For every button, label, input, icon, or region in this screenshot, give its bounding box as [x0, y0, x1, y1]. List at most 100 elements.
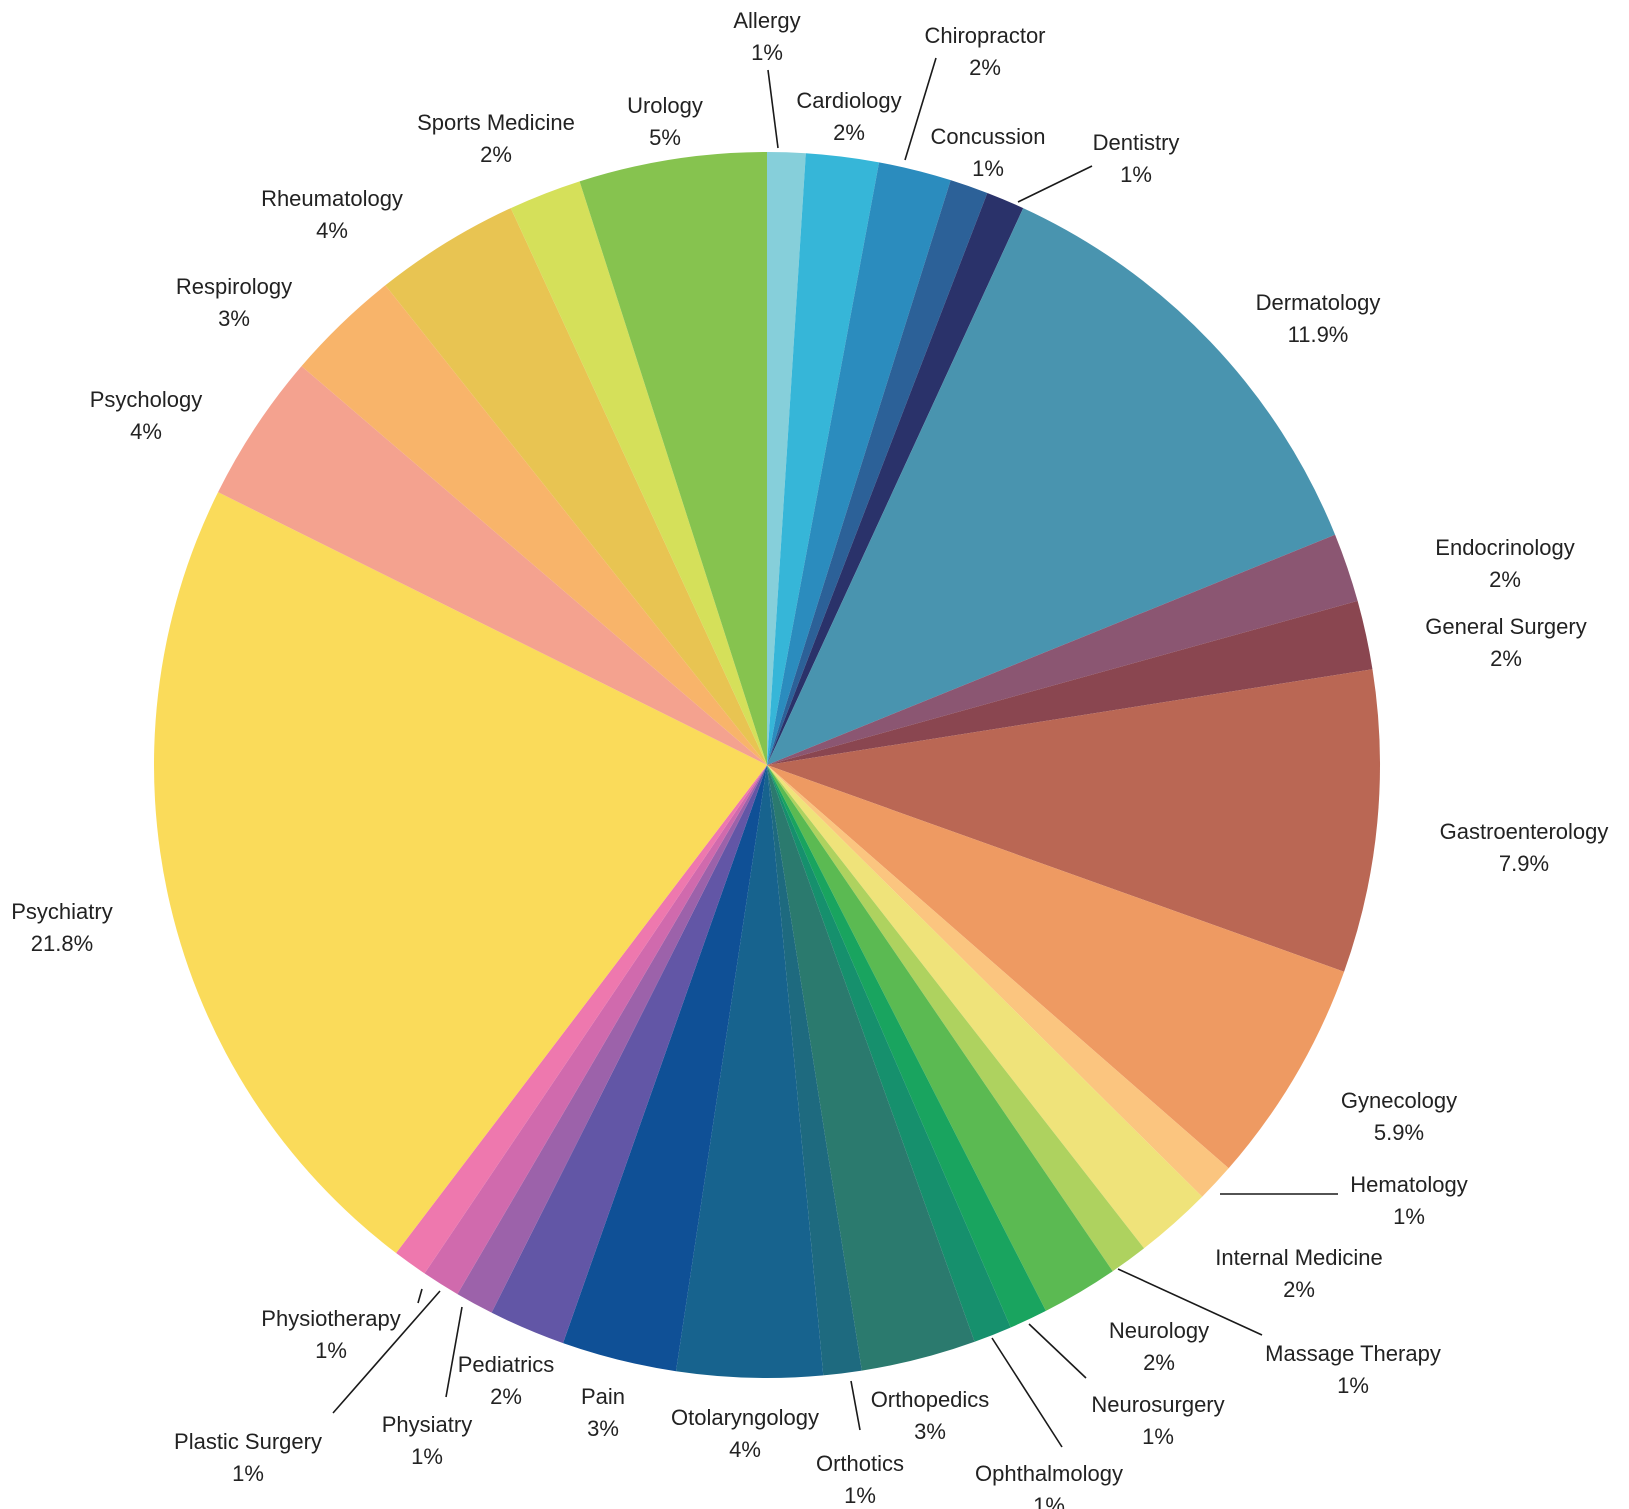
slice-value-label: 11.9%: [1288, 322, 1349, 347]
slice-label: Gynecology: [1341, 1088, 1457, 1113]
pie-slice-dentistry: [767, 192, 1024, 766]
pie-slice-psychology: [218, 366, 767, 765]
pie-slice-physiotherapy: [396, 765, 767, 1274]
slice-value-label: 4%: [316, 218, 348, 243]
slice-label: Otolaryngology: [671, 1405, 819, 1430]
slice-value-label: 3%: [587, 1416, 619, 1441]
slice-label: Chiropractor: [924, 23, 1045, 48]
slice-label: Pediatrics: [458, 1352, 555, 1377]
slice-value-label: 2%: [833, 120, 865, 145]
slice-value-label: 2%: [490, 1384, 522, 1409]
slice-value-label: 1%: [1142, 1424, 1174, 1449]
slice-value-label: 2%: [1283, 1277, 1315, 1302]
leader-line: [332, 1290, 441, 1414]
leader-line: [417, 1288, 423, 1304]
pie-slice-internal-medicine: [767, 765, 1203, 1249]
leader-lines: [332, 57, 1338, 1448]
slice-value-label: 1%: [751, 40, 783, 65]
slice-value-label: 21.8%: [31, 931, 93, 956]
slice-value-label: 1%: [972, 156, 1004, 181]
pie-slice-dermatology: [767, 208, 1336, 766]
slice-value-label: 1%: [844, 1483, 876, 1508]
slice-label: Plastic Surgery: [174, 1429, 322, 1454]
slice-label: General Surgery: [1425, 614, 1586, 639]
pie-slice-hematology: [767, 765, 1229, 1197]
slice-value-label: 1%: [232, 1461, 264, 1486]
slice-label: Gastroenterology: [1440, 819, 1609, 844]
pie-slice-sports-medicine: [510, 181, 767, 766]
pie-slice-physiatry: [457, 765, 767, 1313]
pie-slice-gynecology: [767, 765, 1345, 1169]
pie-slice-orthopedics: [767, 765, 975, 1371]
pie-slice-gastroenterology: [767, 669, 1380, 972]
slice-value-label: 3%: [914, 1419, 946, 1444]
pie-slice-massage-therapy: [767, 765, 1145, 1272]
slice-label: Allergy: [733, 8, 800, 33]
slice-value-label: 1%: [1033, 1493, 1065, 1509]
slice-value-label: 2%: [480, 142, 512, 167]
slice-value-label: 5%: [649, 125, 681, 150]
slice-label: Internal Medicine: [1215, 1245, 1383, 1270]
slice-label: Rheumatology: [261, 186, 403, 211]
slice-value-label: 2%: [1143, 1350, 1175, 1375]
slice-label: Urology: [627, 93, 703, 118]
slice-label: Sports Medicine: [417, 110, 575, 135]
pie-slice-endocrinology: [767, 534, 1358, 765]
pie-slice-chiropractor: [767, 162, 951, 765]
leader-line: [1017, 165, 1093, 203]
leader-line: [850, 1380, 861, 1431]
pie-slice-neurology: [767, 765, 1113, 1311]
slice-value-label: 1%: [315, 1338, 347, 1363]
pie-slice-orthotics: [767, 765, 862, 1376]
leader-line: [1117, 1268, 1263, 1336]
leader-line: [991, 1337, 1063, 1448]
slice-label: Cardiology: [796, 88, 901, 113]
pie-slice-urology: [579, 152, 767, 765]
pie-slice-neurosurgery: [767, 765, 1046, 1328]
pie-slice-cardiology: [767, 153, 880, 766]
slice-label: Orthopedics: [871, 1387, 990, 1412]
slice-value-label: 1%: [1337, 1373, 1369, 1398]
slice-label: Massage Therapy: [1265, 1341, 1441, 1366]
pie-slice-ophthalmology: [767, 765, 1011, 1342]
slice-label: Concussion: [931, 124, 1046, 149]
pie-slice-respirology: [301, 285, 767, 765]
leader-line: [445, 1306, 463, 1398]
slice-label: Neurosurgery: [1091, 1392, 1224, 1417]
pie-slice-rheumatology: [385, 208, 767, 766]
slice-label: Respirology: [176, 274, 292, 299]
pie-slice-allergy: [767, 152, 806, 765]
slice-value-label: 1%: [411, 1444, 443, 1469]
pie-slice-plastic-surgery: [424, 765, 767, 1295]
slice-label: Dentistry: [1093, 130, 1180, 155]
slice-value-label: 2%: [1489, 567, 1521, 592]
slice-label: Physiatry: [382, 1412, 472, 1437]
pie-slice-psychiatry: [153, 492, 767, 1254]
slice-value-label: 2%: [1490, 646, 1522, 671]
pie-slice-otolaryngology: [676, 765, 824, 1379]
slice-value-label: 3%: [218, 306, 250, 331]
leader-line: [1028, 1323, 1087, 1379]
leader-line: [904, 57, 937, 161]
slice-label: Dermatology: [1256, 290, 1381, 315]
pie-slice-pediatrics: [491, 765, 767, 1344]
slice-labels: Allergy 1% Cardiology 2% Chiropractor 2% Concu…: [11, 8, 1608, 1509]
pie-slices: [153, 152, 1380, 1379]
slice-value-label: 1%: [1120, 162, 1152, 187]
slice-label: Psychology: [90, 387, 203, 412]
slice-value-label: 4%: [130, 419, 162, 444]
pie-slice-general-surgery: [767, 600, 1373, 765]
slice-value-label: 2%: [969, 55, 1001, 80]
slice-label: Neurology: [1109, 1318, 1209, 1343]
pie-slice-pain: [563, 765, 767, 1372]
slice-label: Physiotherapy: [261, 1306, 400, 1331]
slice-label: Ophthalmology: [975, 1461, 1123, 1486]
slice-label: Psychiatry: [11, 899, 112, 924]
slice-label: Endocrinology: [1435, 535, 1574, 560]
slice-value-label: 4%: [729, 1437, 761, 1462]
slice-value-label: 5.9%: [1374, 1120, 1424, 1145]
leader-line: [767, 69, 779, 149]
slice-value-label: 1%: [1393, 1204, 1425, 1229]
pie-slice-concussion: [767, 180, 988, 766]
